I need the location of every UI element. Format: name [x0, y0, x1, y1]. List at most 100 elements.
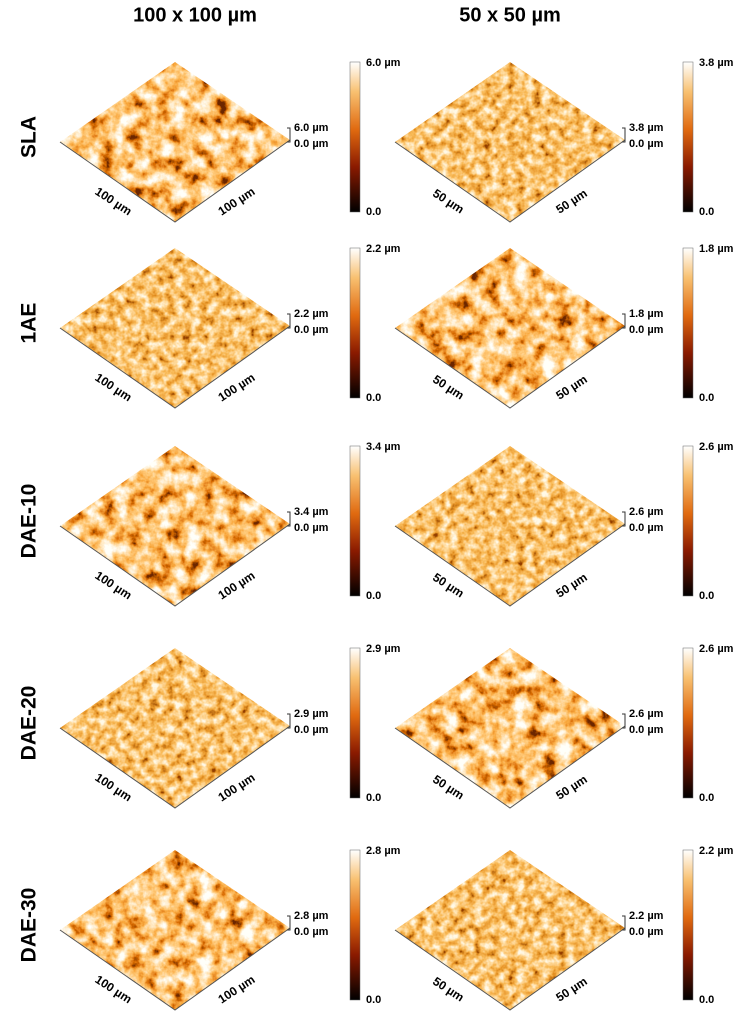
axis-edge: [59, 325, 291, 409]
afm-surface: [60, 446, 290, 606]
color-bar-max: 2.8 µm: [366, 845, 401, 857]
z-max-label: 2.8 µm: [294, 910, 329, 922]
color-bar-max: 6.0 µm: [366, 57, 401, 69]
color-bar: [682, 247, 694, 399]
z-axis: [622, 915, 626, 931]
z-min-label: 0.0 µm: [294, 324, 329, 336]
axis-edge: [394, 725, 626, 809]
z-min-label: 0.0 µm: [629, 724, 664, 736]
z-max-label: 3.8 µm: [629, 122, 664, 134]
z-min-label: 0.0 µm: [294, 926, 329, 938]
axis-edge: [59, 523, 291, 607]
z-axis: [622, 511, 626, 527]
afm-surface: [60, 850, 290, 1010]
y-axis-label: 100 µm: [216, 972, 258, 1006]
color-bar-min: 0.0: [366, 206, 381, 218]
x-axis-label: 50 µm: [430, 772, 466, 802]
color-bar-min: 0.0: [699, 994, 714, 1006]
color-bar: [349, 445, 361, 597]
color-bar-max: 1.8 µm: [699, 243, 734, 255]
z-min-label: 0.0 µm: [629, 324, 664, 336]
axis-edge: [394, 523, 626, 607]
z-axis: [287, 713, 291, 729]
z-min-label: 0.0 µm: [294, 522, 329, 534]
color-bar-min: 0.0: [699, 392, 714, 404]
color-bar: [349, 647, 361, 799]
color-bar: [349, 61, 361, 213]
x-axis-label: 50 µm: [430, 974, 466, 1004]
y-axis-label: 50 µm: [553, 974, 589, 1004]
z-min-label: 0.0 µm: [629, 138, 664, 150]
z-max-label: 1.8 µm: [629, 308, 664, 320]
afm-surface: [395, 648, 625, 808]
color-bar-max: 3.8 µm: [699, 57, 734, 69]
axis-edge: [59, 725, 291, 809]
color-bar-min: 0.0: [366, 590, 381, 602]
color-bar: [349, 247, 361, 399]
z-max-label: 6.0 µm: [294, 122, 329, 134]
color-bar-max: 2.6 µm: [699, 441, 734, 453]
row-label: DAE-30: [18, 888, 41, 963]
y-axis-label: 100 µm: [216, 370, 258, 404]
row-label: SLA: [18, 116, 41, 158]
color-bar: [682, 445, 694, 597]
column-header: 50 x 50 µm: [459, 4, 561, 26]
axis-edge: [59, 139, 291, 223]
y-axis-label: 100 µm: [216, 770, 258, 804]
color-bar: [682, 61, 694, 213]
column-header: 100 x 100 µm: [133, 4, 257, 26]
z-max-label: 3.4 µm: [294, 506, 329, 518]
z-min-label: 0.0 µm: [294, 724, 329, 736]
z-min-label: 0.0 µm: [629, 522, 664, 534]
z-min-label: 0.0 µm: [294, 138, 329, 150]
row-label: DAE-20: [18, 686, 41, 761]
color-bar: [682, 647, 694, 799]
afm-surface: [60, 62, 290, 222]
z-axis: [287, 127, 291, 143]
y-axis-label: 50 µm: [553, 772, 589, 802]
color-bar-max: 2.9 µm: [366, 643, 401, 655]
row-label: DAE-10: [18, 484, 41, 559]
z-axis: [622, 313, 626, 329]
z-axis: [622, 713, 626, 729]
color-bar: [682, 849, 694, 1001]
y-axis-label: 50 µm: [553, 372, 589, 402]
color-bar-max: 2.6 µm: [699, 643, 734, 655]
y-axis-label: 100 µm: [216, 568, 258, 602]
afm-surface: [395, 446, 625, 606]
afm-surface: [395, 248, 625, 408]
z-min-label: 0.0 µm: [629, 926, 664, 938]
axis-edge: [394, 325, 626, 409]
color-bar-min: 0.0: [366, 792, 381, 804]
afm-surface: [60, 648, 290, 808]
z-axis: [287, 313, 291, 329]
z-axis: [287, 511, 291, 527]
axis-edge: [59, 927, 291, 1011]
color-bar-min: 0.0: [366, 392, 381, 404]
afm-surface: [395, 62, 625, 222]
z-axis: [287, 915, 291, 931]
y-axis-label: 100 µm: [216, 184, 258, 218]
axis-edge: [394, 927, 626, 1011]
color-bar-max: 2.2 µm: [366, 243, 401, 255]
z-max-label: 2.6 µm: [629, 506, 664, 518]
axis-edge: [394, 139, 626, 223]
x-axis-label: 50 µm: [430, 186, 466, 216]
afm-surface: [60, 248, 290, 408]
color-bar-min: 0.0: [699, 590, 714, 602]
y-axis-label: 50 µm: [553, 570, 589, 600]
z-max-label: 2.2 µm: [629, 910, 664, 922]
color-bar-min: 0.0: [699, 792, 714, 804]
color-bar-max: 3.4 µm: [366, 441, 401, 453]
x-axis-label: 50 µm: [430, 372, 466, 402]
z-max-label: 2.9 µm: [294, 708, 329, 720]
x-axis-label: 50 µm: [430, 570, 466, 600]
row-label: 1AE: [18, 303, 41, 344]
color-bar-min: 0.0: [366, 994, 381, 1006]
color-bar-max: 2.2 µm: [699, 845, 734, 857]
z-axis: [622, 127, 626, 143]
z-max-label: 2.2 µm: [294, 308, 329, 320]
afm-surface: [395, 850, 625, 1010]
y-axis-label: 50 µm: [553, 186, 589, 216]
